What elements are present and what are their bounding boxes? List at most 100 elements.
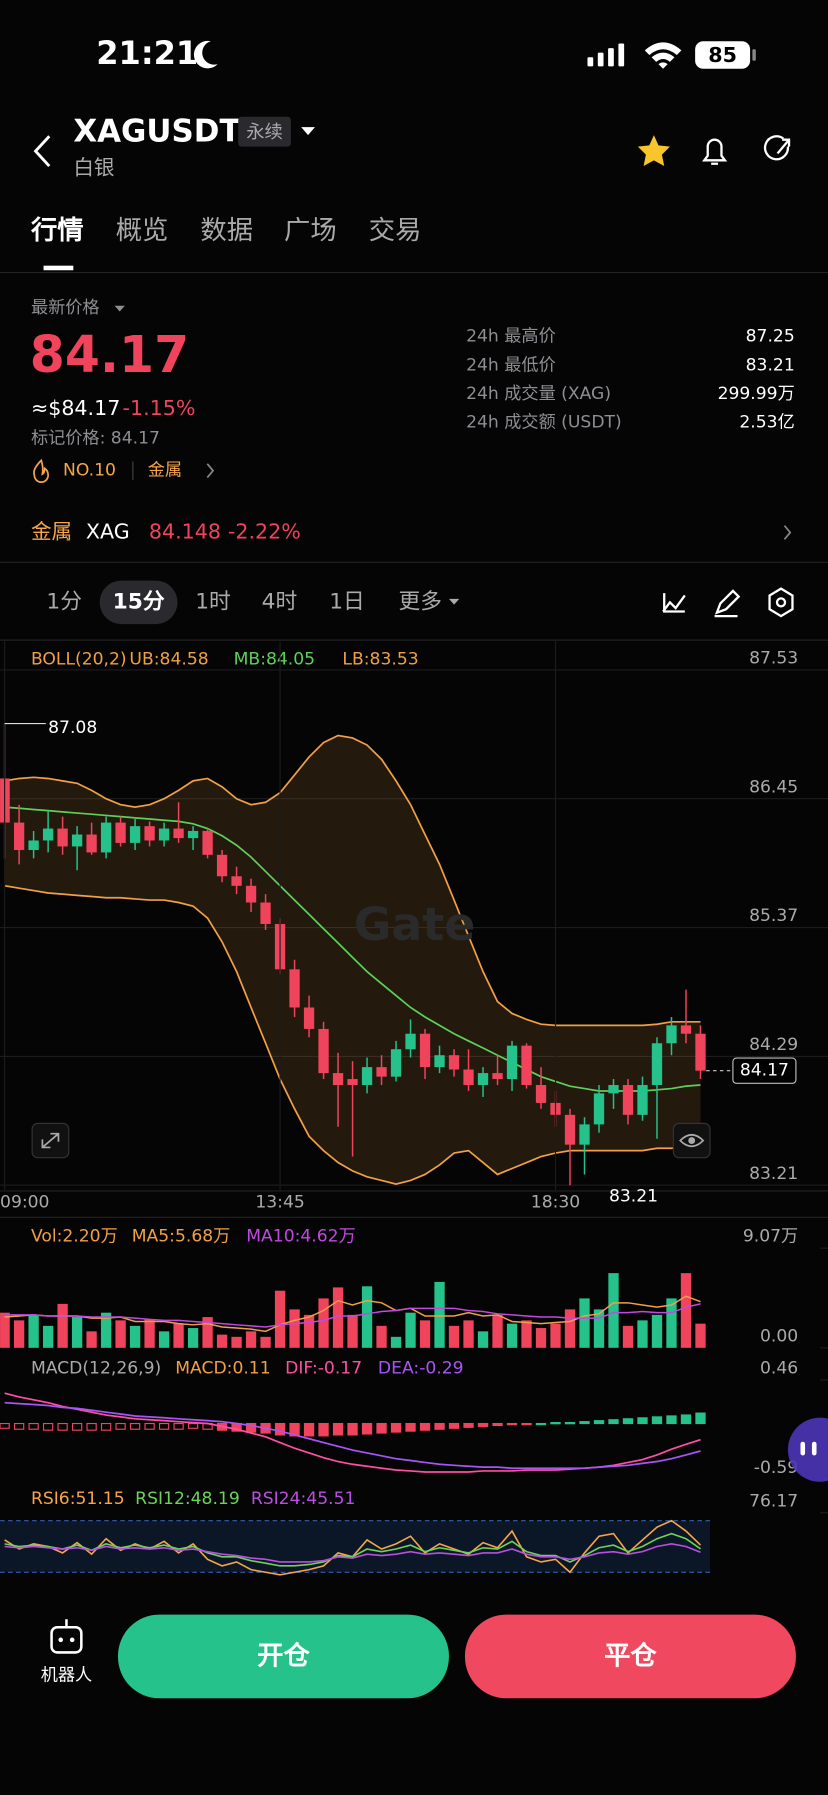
indicator-button[interactable] (662, 593, 686, 613)
min-label: 83.21 (609, 1187, 658, 1207)
tab[interactable]: 概览 (116, 216, 169, 246)
macd-bar (332, 1422, 344, 1436)
sector[interactable]: 金属 (148, 461, 182, 481)
volume-bar (129, 1325, 141, 1348)
candle-body (506, 1045, 518, 1080)
macd-bar (579, 1421, 590, 1425)
legend-entry: RSI12:48.19 (135, 1489, 240, 1509)
rsi-line (4, 1543, 701, 1563)
index-sector[interactable]: 金属 (31, 519, 72, 543)
favorite-button[interactable] (637, 135, 670, 167)
y-tick-label: 84.29 (749, 1035, 798, 1055)
stat-value: 83.21 (746, 355, 795, 375)
macd-bar (506, 1422, 518, 1426)
close-button[interactable] (464, 1614, 796, 1699)
candle-body (680, 1025, 692, 1034)
volume-bar (463, 1320, 474, 1348)
contract-tag: 永续 (246, 122, 283, 143)
stat-value: 87.25 (746, 327, 795, 347)
volume-bar (115, 1320, 126, 1348)
legend-entry: Vol:2.20万 (31, 1227, 118, 1247)
candle-body (71, 834, 83, 847)
interval-pill (99, 580, 178, 625)
open-button[interactable] (117, 1614, 449, 1699)
symbol[interactable]: XAGUSDT (73, 113, 240, 149)
macd-bar (680, 1414, 692, 1425)
signal-icon (587, 43, 625, 67)
stat-value: 299.99万 (718, 384, 795, 404)
y-tick-label: 0.00 (760, 1326, 798, 1346)
draw-button[interactable] (714, 589, 741, 618)
expand-icon (41, 1132, 60, 1149)
macd-bar (42, 1422, 54, 1431)
candle-body (158, 828, 170, 841)
macd-bar (637, 1417, 648, 1425)
interval[interactable]: 1时 (195, 589, 231, 614)
tab[interactable]: 交易 (369, 216, 422, 246)
clock: 21:21 (96, 34, 198, 72)
volume-bar (419, 1320, 431, 1348)
floating-assistant[interactable] (787, 1417, 828, 1482)
candle-body (42, 828, 54, 841)
macd-bar (57, 1422, 68, 1431)
volume-bar (144, 1319, 155, 1348)
last-price-tag: 84.17 (740, 1061, 789, 1081)
candle-body (535, 1085, 547, 1103)
y-tick-label: 85.37 (749, 906, 798, 926)
volume-bar (361, 1286, 373, 1348)
candle-body (28, 840, 39, 851)
y-tick-label: 87.53 (749, 648, 798, 668)
interval-active[interactable]: 15分 (113, 589, 165, 614)
tab-active[interactable]: 行情 (30, 215, 84, 246)
watermark: Gate (354, 897, 475, 951)
alert-button[interactable] (702, 138, 728, 165)
volume-bar (550, 1323, 561, 1348)
battery (695, 41, 751, 69)
robot-label[interactable]: 机器人 (41, 1665, 92, 1685)
close-label[interactable]: 平仓 (604, 1641, 657, 1672)
interval[interactable]: 1分 (46, 589, 82, 614)
legend-entry: DEA:-0.29 (378, 1358, 464, 1378)
legend-entry: MA5:5.68万 (132, 1227, 231, 1247)
interval[interactable]: 4时 (262, 589, 298, 614)
candle-body (216, 854, 228, 877)
macd-bar (115, 1422, 126, 1430)
tab[interactable]: 广场 (284, 216, 337, 246)
macd-bar (550, 1422, 561, 1425)
volume-bar (13, 1320, 25, 1348)
wifi-icon (644, 42, 682, 69)
macd-bar (492, 1422, 503, 1427)
price-label[interactable]: 最新价格 (31, 298, 100, 318)
index-symbol[interactable]: XAG (86, 519, 130, 543)
share-button[interactable] (763, 135, 791, 161)
candle-body (492, 1073, 503, 1080)
x-tick-label: 18:30 (531, 1192, 580, 1212)
x-tick-label: 13:45 (255, 1192, 304, 1212)
legend-entry: MA10:4.62万 (246, 1227, 356, 1247)
legend-entry: MB:84.05 (234, 650, 315, 670)
chevron[interactable] (783, 525, 792, 540)
stat-label: 24h 成交额 (USDT) (466, 413, 622, 433)
macd-bar (245, 1422, 257, 1433)
volume-bar (57, 1303, 68, 1348)
macd-bar (13, 1422, 25, 1430)
back-button[interactable] (33, 135, 51, 168)
symbol-dropdown[interactable] (301, 127, 315, 136)
tab[interactable]: 数据 (200, 216, 253, 246)
macd-bar (419, 1422, 431, 1431)
macd-bar (144, 1422, 155, 1430)
candle-body (477, 1073, 489, 1086)
last-price: 84.17 (30, 325, 189, 384)
candle-body (637, 1085, 648, 1115)
settings-button[interactable] (768, 587, 794, 618)
volume-bar (492, 1314, 503, 1348)
open-label[interactable]: 开仓 (257, 1641, 310, 1672)
eye-pupil (688, 1137, 696, 1144)
volume-bar (231, 1336, 242, 1348)
volume-bar (86, 1331, 97, 1348)
rank[interactable]: NO.10 (63, 461, 116, 481)
interval-more[interactable]: 更多 (399, 589, 443, 614)
candle-body (361, 1067, 373, 1086)
interval[interactable]: 1日 (329, 589, 365, 614)
